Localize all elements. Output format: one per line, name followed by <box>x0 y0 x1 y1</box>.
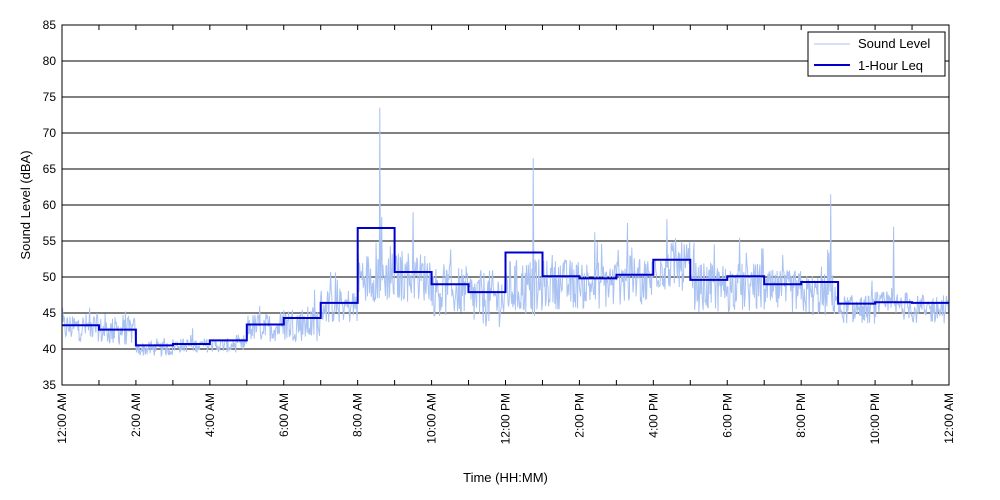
x-tick-label: 12:00 AM <box>942 393 956 444</box>
x-tick-label: 2:00 PM <box>572 393 586 438</box>
legend-box <box>807 31 946 77</box>
y-tick-label: 65 <box>43 162 57 176</box>
plot-area <box>61 107 950 358</box>
y-tick-label: 50 <box>43 270 57 284</box>
y-axis-title: Sound Level (dBA) <box>18 150 33 259</box>
x-tick-label: 10:00 AM <box>425 393 439 444</box>
x-tick-label: 4:00 PM <box>646 393 660 438</box>
x-tick-label: 10:00 PM <box>868 393 882 444</box>
x-tick-label: 2:00 AM <box>129 393 143 437</box>
x-tick-label: 6:00 PM <box>720 393 734 438</box>
y-tick-label: 85 <box>43 18 57 32</box>
x-tick-label: 8:00 AM <box>351 393 365 437</box>
legend-label-sound-level: Sound Level <box>858 36 930 51</box>
legend-label-leq: 1-Hour Leq <box>858 58 923 73</box>
y-axis-ticks: 35 40 45 50 55 60 65 70 75 80 85 <box>43 18 57 392</box>
x-tick-label: 12:00 PM <box>499 393 513 444</box>
legend: Sound Level 1-Hour Leq <box>807 31 946 77</box>
y-tick-label: 55 <box>43 234 57 248</box>
x-axis-ticks: 12:00 AM 2:00 AM 4:00 AM 6:00 AM 8:00 AM 10:0… <box>55 25 956 444</box>
y-tick-label: 40 <box>43 342 57 356</box>
x-tick-label: 6:00 AM <box>277 393 291 437</box>
x-tick-label: 8:00 PM <box>794 393 808 438</box>
y-tick-label: 45 <box>43 306 57 320</box>
y-tick-label: 35 <box>43 378 57 392</box>
y-tick-label: 60 <box>43 198 57 212</box>
y-tick-label: 70 <box>43 126 57 140</box>
x-tick-label: 4:00 AM <box>203 393 217 437</box>
x-tick-label: 12:00 AM <box>55 393 69 444</box>
y-tick-label: 80 <box>43 54 57 68</box>
x-axis-title: Time (HH:MM) <box>463 470 548 485</box>
plot-frame <box>61 24 950 386</box>
series-1-hour-leq <box>62 227 949 347</box>
y-tick-label: 75 <box>43 90 57 104</box>
